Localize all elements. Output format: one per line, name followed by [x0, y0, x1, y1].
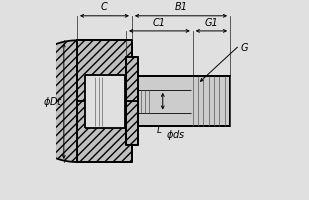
Text: B1: B1: [175, 2, 188, 12]
Text: C1: C1: [153, 18, 166, 27]
Bar: [138, 77, 230, 127]
Polygon shape: [126, 58, 138, 102]
Text: C: C: [101, 2, 108, 12]
Text: $\phi$Dt: $\phi$Dt: [43, 95, 63, 109]
Polygon shape: [16, 41, 77, 162]
Text: G1: G1: [205, 18, 218, 27]
Text: $\phi$ds: $\phi$ds: [166, 128, 185, 142]
Bar: [85, 75, 125, 128]
Polygon shape: [77, 41, 132, 102]
Text: L: L: [157, 126, 162, 135]
Polygon shape: [126, 102, 138, 146]
Polygon shape: [77, 102, 132, 162]
Text: G: G: [240, 43, 248, 53]
